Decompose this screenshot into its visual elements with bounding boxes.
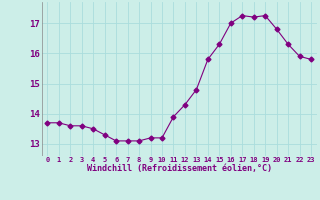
X-axis label: Windchill (Refroidissement éolien,°C): Windchill (Refroidissement éolien,°C)	[87, 164, 272, 173]
